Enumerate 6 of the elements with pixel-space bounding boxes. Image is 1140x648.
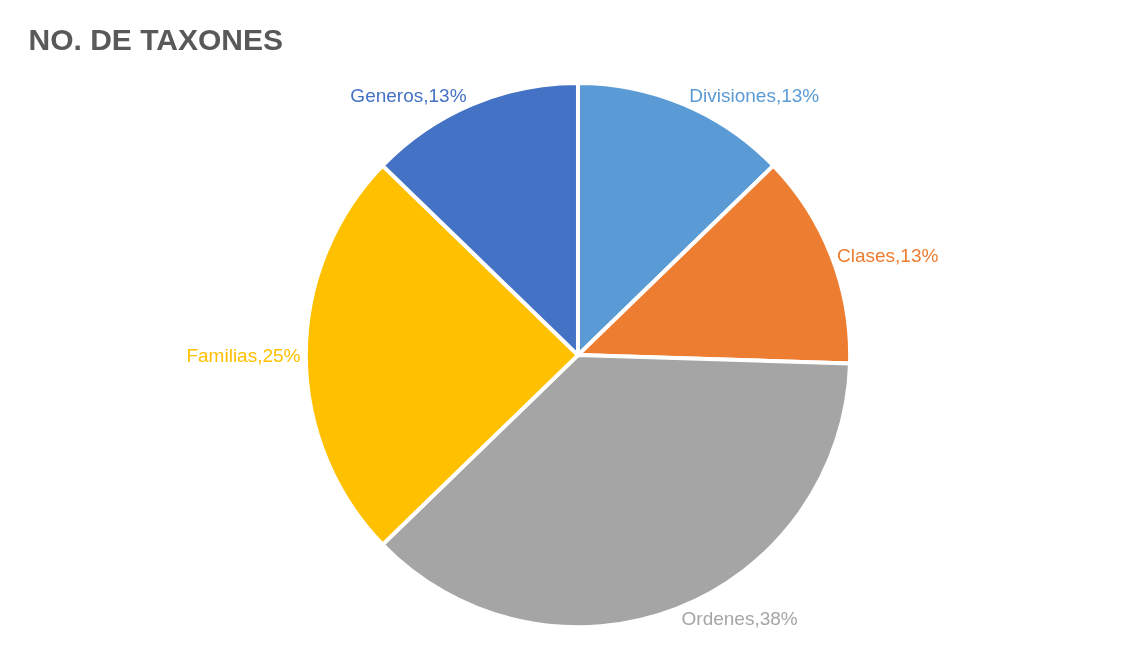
- slice-label: Divisiones,13%: [689, 85, 820, 107]
- chart-title: NO. DE TAXONES: [28, 23, 283, 57]
- slice-label: Clases,13%: [837, 244, 939, 266]
- slice-label: Ordenes,38%: [681, 607, 798, 629]
- slice-label: Generos,13%: [350, 85, 467, 107]
- slice-label: Familias,25%: [186, 344, 301, 366]
